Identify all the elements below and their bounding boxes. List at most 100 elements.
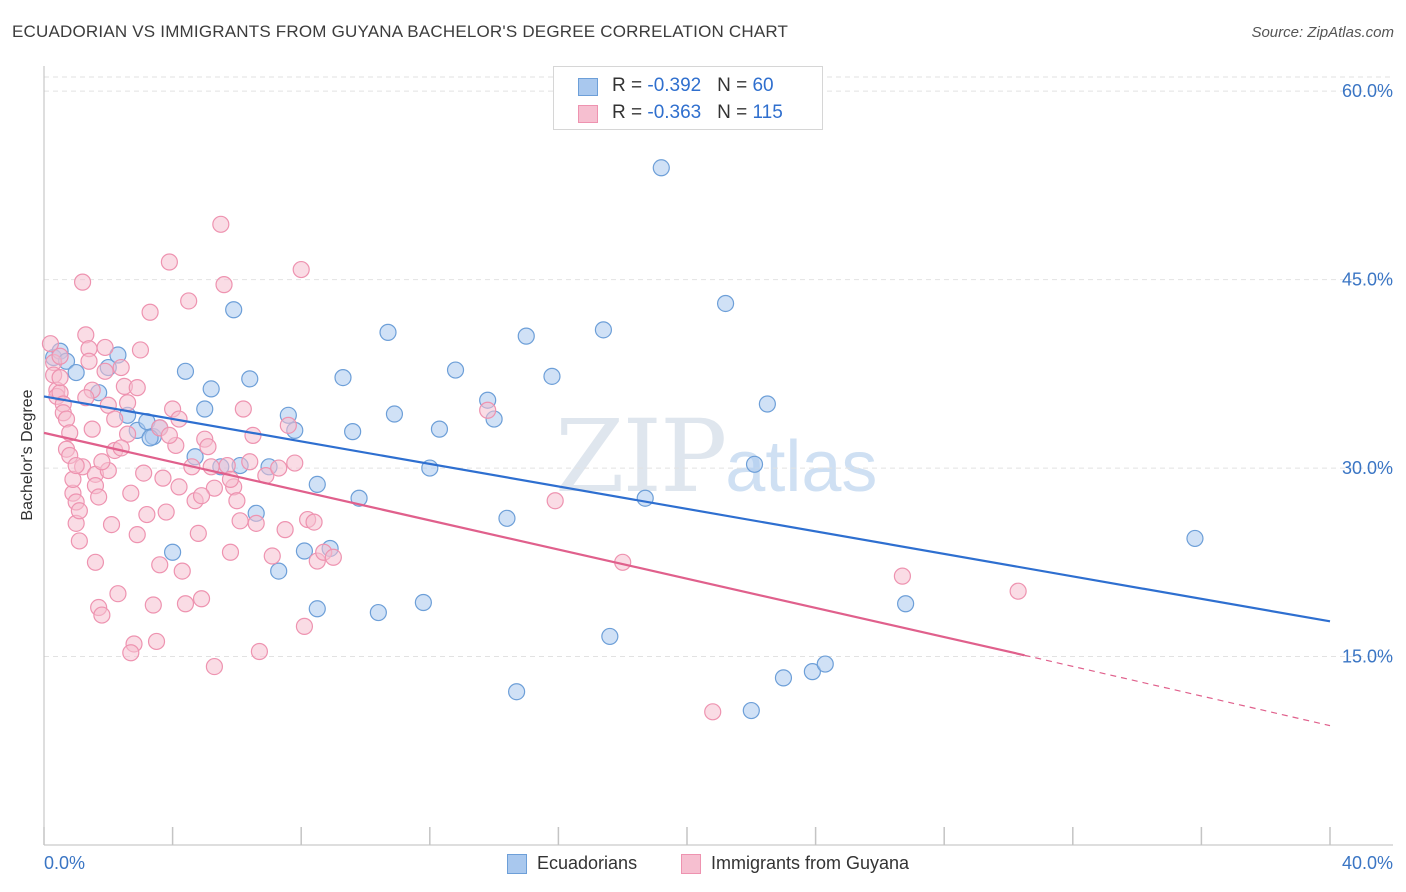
guyana-point	[192, 487, 211, 505]
guyana-point	[73, 273, 92, 291]
ecuadorian-point	[270, 562, 288, 580]
guyana-point	[546, 492, 564, 510]
guyana-point	[295, 617, 314, 635]
source-credit: Source: ZipAtlas.com	[1251, 24, 1394, 41]
guyana-point	[1009, 582, 1027, 600]
guyana-point	[41, 335, 60, 353]
guyana-point	[231, 512, 249, 530]
guyana-point	[147, 632, 166, 651]
guyana-trendline-extension	[1024, 654, 1331, 727]
ecuadorian-point	[379, 323, 397, 341]
ecuadorian-point	[803, 663, 821, 681]
guyana-point	[292, 260, 310, 279]
guyana-point	[70, 502, 88, 520]
guyana-point	[96, 338, 114, 357]
guyana-point	[51, 369, 69, 387]
ecuadorian-point	[816, 655, 834, 673]
guyana-point	[180, 292, 198, 310]
y-axis-title: Bachelor's Degree	[19, 389, 36, 521]
stats-text-ecuadorians: R = -0.392 N = 60	[612, 75, 774, 96]
guyana-point	[324, 548, 342, 566]
guyana-point	[77, 389, 95, 407]
legend-swatch-blue	[507, 854, 527, 874]
guyana-point	[135, 464, 153, 482]
ecuadorian-point	[385, 405, 404, 423]
guyana-point	[160, 253, 178, 271]
ecuadorian-point	[334, 369, 352, 387]
guyana-point	[263, 547, 281, 565]
guyana-point	[205, 479, 223, 497]
guyana-point	[305, 513, 323, 531]
guyana-point	[192, 590, 211, 608]
stats-swatch-pink	[578, 105, 598, 123]
ecuadorian-point	[344, 423, 362, 441]
guyana-point	[199, 438, 217, 456]
ecuadorian-point	[601, 627, 619, 646]
ecuadorian-point	[498, 509, 516, 527]
guyana-point	[250, 642, 269, 661]
ecuadorian-point	[164, 543, 182, 561]
guyana-point	[118, 425, 137, 443]
guyana-point	[70, 532, 88, 550]
ecuadorian-point	[430, 420, 449, 438]
ecuadorian-point	[67, 363, 85, 382]
guyana-point	[51, 347, 69, 365]
guyana-point	[128, 379, 146, 397]
guyana-point	[122, 484, 140, 502]
guyana-point	[118, 394, 137, 412]
ecuadorian-point	[295, 542, 314, 560]
ecuadorian-point	[543, 367, 561, 385]
x-tick-label: 0.0%	[44, 853, 85, 873]
guyana-trendline	[43, 431, 1025, 657]
guyana-point	[160, 426, 178, 444]
guyana-point	[86, 553, 105, 571]
guyana-point	[112, 358, 130, 377]
chart-title: ECUADORIAN VS IMMIGRANTS FROM GUYANA BAC…	[12, 22, 789, 41]
guyana-point	[96, 362, 114, 380]
guyana-point	[80, 352, 98, 370]
legend-swatch-pink	[681, 854, 701, 874]
guyana-point	[279, 416, 297, 434]
guyana-point	[286, 454, 304, 472]
guyana-point	[276, 521, 294, 539]
guyana-point	[122, 644, 140, 662]
guyana-point	[205, 657, 223, 676]
stats-swatch-blue	[578, 78, 598, 96]
guyana-point	[144, 596, 162, 614]
ecuadorian-point	[745, 455, 764, 473]
guyana-point	[221, 543, 240, 561]
ecuadorian-point	[716, 294, 735, 313]
guyana-point	[151, 556, 169, 574]
ecuadorian-point	[636, 489, 654, 507]
guyana-point	[241, 453, 259, 471]
guyana-point	[212, 215, 230, 233]
ecuadorian-point	[517, 327, 535, 345]
stats-box: R = -0.392 N = 60 R = -0.363 N = 115	[553, 66, 823, 130]
guyana-point	[138, 505, 156, 524]
guyana-point	[157, 503, 175, 521]
guyana-point	[704, 703, 722, 721]
y-tick-label: 60.0%	[1342, 81, 1393, 101]
guyana-point	[128, 526, 146, 544]
legend-label-guyana: Immigrants from Guyana	[711, 853, 910, 873]
stats-text-guyana: R = -0.363 N = 115	[612, 102, 783, 123]
y-tick-label: 45.0%	[1342, 270, 1393, 290]
ecuadorian-point	[369, 603, 387, 622]
ecuadorian-point	[758, 395, 776, 413]
ecuadorian-point	[594, 321, 613, 339]
guyana-point	[479, 401, 497, 419]
guyana-point	[893, 567, 912, 585]
legend-label-ecuadorians: Ecuadorians	[537, 853, 638, 873]
guyana-point	[176, 595, 195, 613]
guyana-point	[215, 276, 233, 294]
guyana-point	[67, 456, 85, 475]
x-tick-label: 40.0%	[1342, 853, 1393, 873]
ecuadorian-point	[176, 362, 195, 380]
ecuadorian-point	[508, 683, 526, 701]
ecuadorian-point	[774, 669, 793, 687]
guyana-point	[131, 341, 150, 359]
guyana-point	[270, 459, 288, 477]
guyana-point	[106, 410, 124, 428]
guyana-point	[83, 420, 101, 438]
